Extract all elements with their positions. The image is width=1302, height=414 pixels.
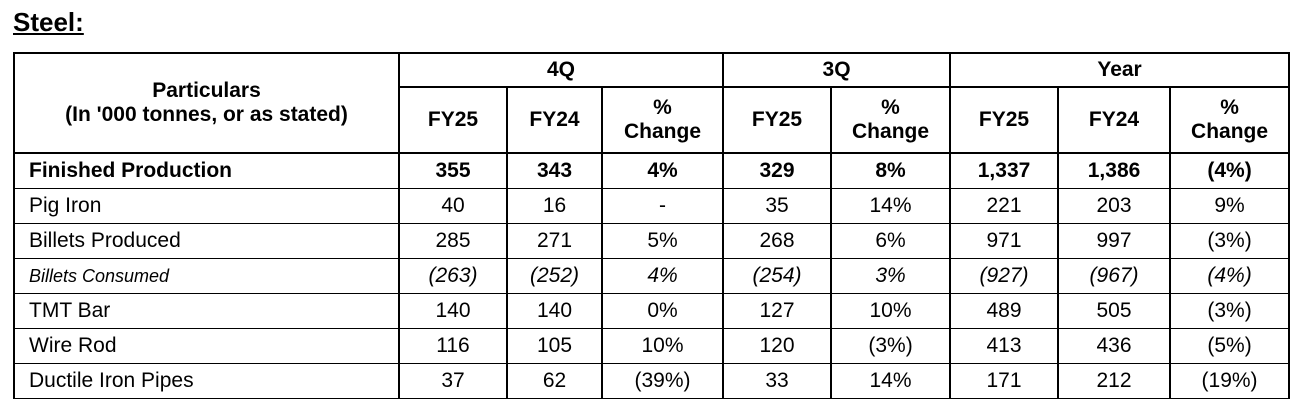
row-label: Finished Production [13, 152, 400, 189]
cell: 5% [600, 222, 725, 259]
cell: (3%) [1169, 292, 1291, 329]
column-header: % Change [1169, 86, 1291, 154]
cell: (967) [1057, 257, 1172, 294]
column-header: FY25 [949, 86, 1060, 154]
cell: 505 [1057, 292, 1172, 329]
title: Steel: [13, 7, 84, 37]
cell: 140 [398, 292, 508, 329]
cell: (254) [722, 257, 833, 294]
cell: (19%) [1169, 362, 1291, 399]
cell: (4%) [1169, 152, 1291, 189]
cell: 16 [506, 187, 603, 224]
cell: 14% [830, 362, 952, 399]
column-header: FY25 [398, 86, 508, 154]
cell: 10% [830, 292, 952, 329]
column-header-text: FY25 [751, 108, 803, 131]
row-label: Pig Iron [13, 187, 400, 224]
column-header: % Change [830, 86, 952, 154]
group-header: 3Q [722, 52, 952, 88]
table-row: Billets Produced 285 271 5% 268 6% 971 997 (3%) [13, 222, 1291, 259]
cell: - [600, 187, 725, 224]
column-header-text: FY25 [427, 108, 479, 131]
column-header: FY24 [506, 86, 603, 154]
cell: (3%) [830, 327, 952, 364]
column-header-text: % Change [1191, 96, 1269, 143]
cell: (3%) [1169, 222, 1291, 259]
group-header: 4Q [397, 52, 725, 88]
cell: (39%) [600, 362, 725, 399]
table-row: TMT Bar 140 140 0% 127 10% 489 505 (3%) [13, 292, 1291, 329]
column-header: FY25 [722, 86, 833, 154]
cell: (927) [949, 257, 1060, 294]
cell: 116 [398, 327, 508, 364]
table-row: Wire Rod 116 105 10% 120 (3%) 413 436 (5%) [13, 327, 1291, 364]
cell: 140 [506, 292, 603, 329]
cell: 203 [1057, 187, 1172, 224]
header-line: (In '000 tonnes, or as stated) [65, 103, 348, 126]
cell: 8% [830, 152, 952, 189]
cell: 997 [1057, 222, 1172, 259]
row-label: Billets Consumed [13, 257, 400, 294]
cell: 37 [398, 362, 508, 399]
column-header-text: FY24 [1088, 108, 1140, 131]
cell: 285 [398, 222, 508, 259]
cell: 9% [1169, 187, 1291, 224]
cell: 413 [949, 327, 1060, 364]
column-header: % Change [600, 86, 725, 154]
cell: 127 [722, 292, 833, 329]
cell: 14% [830, 187, 952, 224]
header-line: Particulars [152, 79, 261, 102]
row-label: Wire Rod [13, 327, 400, 364]
cell: 971 [949, 222, 1060, 259]
row-label: TMT Bar [13, 292, 400, 329]
cell: (263) [398, 257, 508, 294]
cell: 271 [506, 222, 603, 259]
cell: (4%) [1169, 257, 1291, 294]
cell: 105 [506, 327, 603, 364]
cell: 6% [830, 222, 952, 259]
cell: 171 [949, 362, 1060, 399]
cell: 355 [398, 152, 508, 189]
cell: (5%) [1169, 327, 1291, 364]
table-row: Billets Consumed (263) (252) 4% (254) 3% (927)… [13, 257, 1291, 294]
column-header-text: % Change [624, 96, 702, 143]
cell: 33 [722, 362, 833, 399]
cell: 4% [600, 152, 725, 189]
column-header-text: % Change [852, 96, 930, 143]
column-header-text: FY25 [978, 108, 1030, 131]
cell: 1,386 [1057, 152, 1172, 189]
steel-table: Particulars (In '000 tonnes, or as stated… [13, 52, 1291, 399]
table-row: Finished Production 355 343 4% 329 8% 1,337 1,3… [13, 152, 1291, 189]
cell: 436 [1057, 327, 1172, 364]
cell: 35 [722, 187, 833, 224]
cell: 0% [600, 292, 725, 329]
cell: 10% [600, 327, 725, 364]
cell: 329 [722, 152, 833, 189]
table-row: Ductile Iron Pipes 37 62 (39%) 33 14% 171 212 (1… [13, 362, 1291, 399]
cell: 4% [600, 257, 725, 294]
cell: 268 [722, 222, 833, 259]
group-header: Year [949, 52, 1291, 88]
column-header: FY24 [1057, 86, 1172, 154]
cell: 3% [830, 257, 952, 294]
cell: 489 [949, 292, 1060, 329]
table-row: Pig Iron 40 16-35 14% 221 203 9% [13, 187, 1291, 224]
cell: 212 [1057, 362, 1172, 399]
row-label: Billets Produced [13, 222, 400, 259]
cell: 221 [949, 187, 1060, 224]
cell: 40 [398, 187, 508, 224]
cell: 120 [722, 327, 833, 364]
cell: 62 [506, 362, 603, 399]
cell: (252) [506, 257, 603, 294]
row-label: Ductile Iron Pipes [13, 362, 400, 399]
particulars-header: Particulars (In '000 tonnes, or as stated… [13, 52, 400, 154]
cell: 1,337 [949, 152, 1060, 189]
cell: 343 [506, 152, 603, 189]
column-header-text: FY24 [529, 108, 580, 131]
